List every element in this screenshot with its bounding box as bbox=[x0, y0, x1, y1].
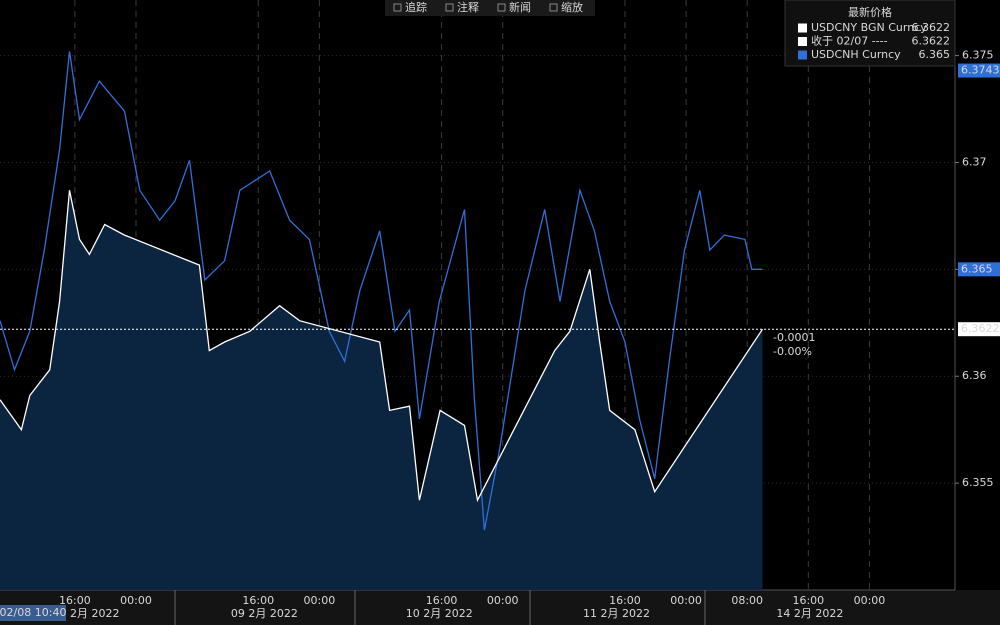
day-separators bbox=[174, 590, 706, 625]
x-tick-label: 00:00 bbox=[854, 594, 886, 607]
legend-title: 最新价格 bbox=[848, 5, 892, 19]
y-marker-label: 6.3622 bbox=[961, 322, 1000, 335]
annotation: -0.00% bbox=[773, 345, 812, 358]
y-marker-label: 6.365 bbox=[961, 262, 993, 275]
legend-label: USDCNY BGN Curncy bbox=[811, 21, 927, 34]
y-marker bbox=[958, 262, 1000, 277]
line bbox=[0, 190, 764, 503]
x-tick-label: 00:00 bbox=[670, 594, 702, 607]
x-date-label: 2月 2022 bbox=[70, 607, 120, 620]
legend-swatch bbox=[798, 37, 807, 46]
y-tick-label: 6.375 bbox=[962, 49, 994, 62]
legend-swatch bbox=[798, 50, 807, 60]
x-tick-label: 16:00 bbox=[59, 594, 91, 607]
x-tick-label: 16:00 bbox=[426, 594, 458, 607]
toolbar-icon bbox=[445, 3, 454, 12]
toolbar-icon bbox=[393, 3, 402, 12]
legend-label: 收于 02/07 ---- bbox=[811, 34, 888, 48]
y-marker bbox=[958, 322, 1000, 337]
cursor-box bbox=[0, 605, 66, 621]
toolbar-icon bbox=[549, 3, 558, 12]
y-marker-label: 6.3743 bbox=[961, 64, 1000, 77]
plot bbox=[0, 0, 955, 591]
x-tick-label: 00:00 bbox=[304, 594, 336, 607]
toolbar-item[interactable]: 追踪 bbox=[405, 0, 427, 14]
x-axis-band bbox=[0, 590, 1000, 625]
x-tick-label: 08:00 bbox=[731, 594, 763, 607]
area bbox=[0, 190, 763, 591]
y-tick-label: 6.36 bbox=[962, 369, 987, 382]
y-tick-label: 6.37 bbox=[962, 155, 987, 168]
legend-value: 6.3622 bbox=[912, 21, 951, 34]
cursor-label: 02/08 10:40 bbox=[0, 606, 66, 619]
legend bbox=[784, 0, 956, 67]
legend-value: 6.3622 bbox=[912, 35, 951, 48]
legend-swatch bbox=[798, 23, 807, 33]
legend-label: USDCNH Curncy bbox=[811, 48, 901, 61]
toolbar bbox=[385, 0, 595, 16]
x-date-label: 10 2月 2022 bbox=[406, 607, 473, 620]
x-tick-label: 00:00 bbox=[487, 594, 519, 607]
x-tick-label: 16:00 bbox=[792, 594, 824, 607]
annotation: -0.0001 bbox=[773, 331, 815, 344]
y-tick-label: 6.355 bbox=[962, 476, 994, 489]
toolbar-item[interactable]: 注释 bbox=[457, 0, 479, 14]
toolbar-item[interactable]: 缩放 bbox=[561, 0, 583, 14]
x-tick-label: 16:00 bbox=[242, 594, 274, 607]
x-tick-label: 00:00 bbox=[120, 594, 152, 607]
x-tick-label: 16:00 bbox=[609, 594, 641, 607]
toolbar-icon bbox=[497, 3, 506, 12]
x-date-label: 09 2月 2022 bbox=[231, 607, 298, 620]
legend-value: 6.365 bbox=[919, 48, 951, 61]
line bbox=[0, 51, 763, 531]
toolbar-item[interactable]: 新闻 bbox=[509, 0, 531, 14]
y-marker bbox=[958, 63, 1000, 78]
x-date-label: 11 2月 2022 bbox=[583, 607, 650, 620]
x-date-label: 14 2月 2022 bbox=[776, 607, 843, 620]
